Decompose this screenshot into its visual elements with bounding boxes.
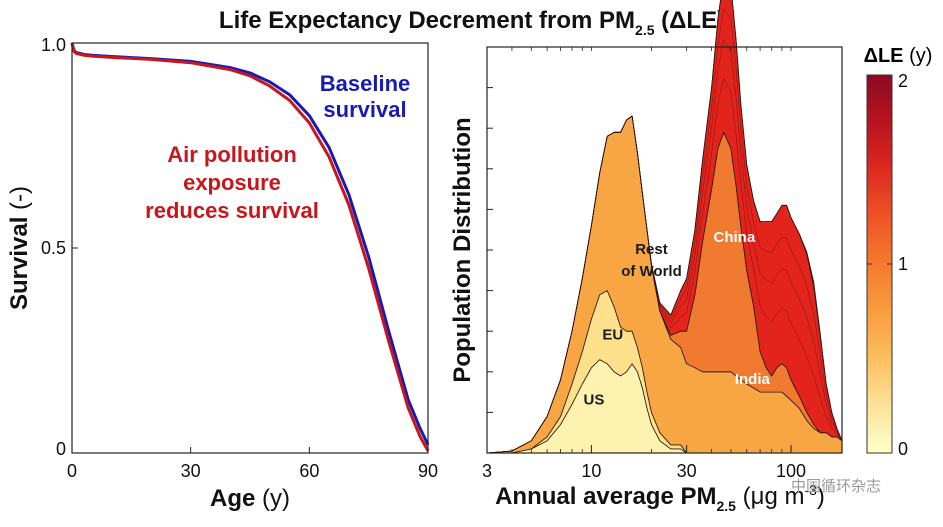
survival-tick-labels: 0 30 60 90 0 0.5 1.0 <box>41 35 438 481</box>
survival-annotation-line: Air pollution <box>167 142 297 167</box>
survival-annotation-line: survival <box>323 97 406 122</box>
pm-subscript: 2.5 <box>716 498 736 514</box>
figure-title: Life Expectancy Decrement from PM2.5 (ΔL… <box>219 7 725 38</box>
population-tick-labels: 3 10 30 100 <box>482 461 806 481</box>
population-areas <box>486 0 843 454</box>
survival-x-tick-label: 60 <box>299 461 319 481</box>
watermark-text: 中国循环杂志 <box>791 478 881 495</box>
colorbar-tick-label: 2 <box>898 71 908 91</box>
survival-annotation-line: reduces survival <box>145 198 319 223</box>
colorbar-ticks: 0 1 2 <box>867 71 908 459</box>
survival-annotation-line: Baseline <box>320 71 411 96</box>
population-region-labels: Rest of World China EU US India <box>584 229 771 408</box>
region-label-rest-of-world: Rest <box>635 241 668 258</box>
survival-y-tick-label: 0.5 <box>41 238 66 258</box>
population-x-tick-label: 3 <box>482 461 492 481</box>
area-contour <box>486 8 843 454</box>
survival-series-air-pollution <box>70 42 430 452</box>
population-y-axis-label: Population Distribution <box>449 117 476 382</box>
survival-curves <box>70 42 430 452</box>
colorbar-title: ΔLE (y) <box>864 45 933 67</box>
colorbar-tick-label: 0 <box>898 439 908 459</box>
unit-superscript: -3 <box>804 482 817 498</box>
population-x-tick-label: 30 <box>677 461 697 481</box>
area-contours <box>486 8 843 454</box>
survival-y-axis-label: Survival (-) <box>6 186 33 310</box>
survival-y-tick-label: 1.0 <box>41 35 66 55</box>
region-label-china: China <box>714 229 756 246</box>
population-x-tick-label: 100 <box>776 461 806 481</box>
survival-x-tick-label: 30 <box>181 461 201 481</box>
region-label-india: India <box>735 371 771 388</box>
colorbar-tick-label: 1 <box>898 254 908 274</box>
survival-y-tick-label: 0 <box>56 439 66 459</box>
region-label-rest-of-world: of World <box>621 263 682 280</box>
population-x-tick-label: 10 <box>581 461 601 481</box>
survival-x-tick-label: 90 <box>418 461 438 481</box>
region-label-us: US <box>584 391 605 408</box>
region-label-eu: EU <box>602 326 623 343</box>
title-subscript: 2.5 <box>635 22 655 38</box>
population-ticks <box>486 47 792 453</box>
population-x-axis-label: Annual average PM2.5 (μg m-3) <box>495 482 825 514</box>
colorbar: ΔLE (y) 0 1 2 <box>864 45 933 459</box>
survival-x-axis-label: Age (y) <box>210 485 290 512</box>
survival-annotation-line: exposure <box>183 170 281 195</box>
survival-ticks <box>71 42 429 454</box>
survival-x-tick-label: 0 <box>67 461 77 481</box>
population-distribution-chart: 3 10 30 100 Rest of World China EU US India Annu… <box>449 0 843 514</box>
